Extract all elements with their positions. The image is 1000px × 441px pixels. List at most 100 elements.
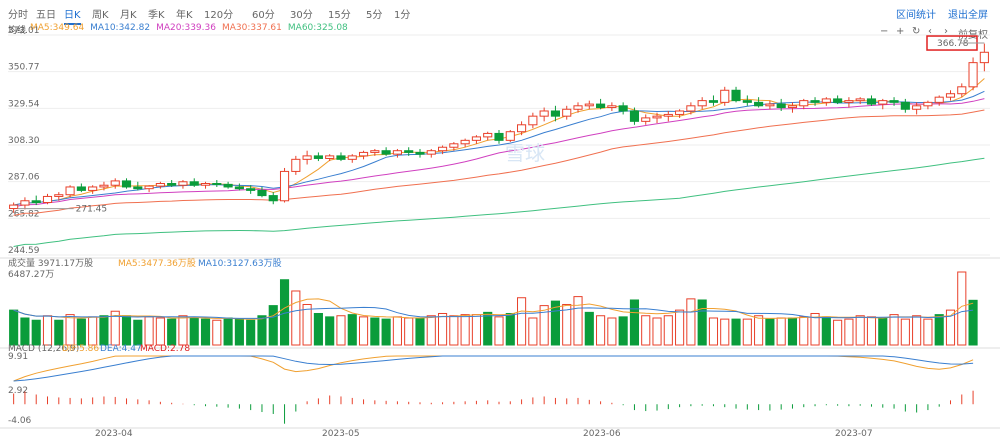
volume-bar (381, 318, 391, 346)
volume-bar (155, 317, 165, 346)
candle-body (65, 186, 75, 196)
candle-body (404, 150, 414, 153)
candle-body (257, 189, 267, 197)
volume-bar (65, 314, 75, 346)
volume-bar (584, 311, 594, 346)
volume-bar (900, 318, 910, 346)
ma-line-60 (13, 157, 985, 247)
candle-body (20, 200, 30, 206)
period-tab-11[interactable]: 5分 (366, 10, 383, 21)
period-tab-0[interactable]: 分时 (8, 10, 28, 21)
volume-bar (618, 316, 628, 346)
candle-body (539, 110, 549, 117)
candle-body (302, 155, 312, 160)
candle-body (246, 188, 256, 191)
price-tick-label: 265.82 (8, 209, 40, 219)
period-tab-3[interactable]: 周K (92, 10, 109, 21)
period-tab-12[interactable]: 1分 (394, 10, 411, 21)
volume-bar (517, 297, 527, 346)
volume-bar (528, 317, 538, 346)
candle-body (415, 151, 425, 155)
volume-bar (246, 319, 256, 346)
candle-body (517, 124, 527, 133)
volume-bar (42, 315, 53, 346)
candle-body (844, 100, 854, 103)
candle-body (934, 96, 944, 103)
volume-bar (392, 316, 402, 346)
candle-body (765, 103, 775, 107)
candle-body (900, 101, 910, 110)
period-tab-1[interactable]: 五日 (36, 10, 56, 21)
volume-bar (686, 298, 696, 346)
period-tab-5[interactable]: 季K (148, 10, 165, 21)
volume-bar (505, 312, 515, 346)
volume-bar (652, 317, 662, 346)
volume-bar (9, 309, 19, 346)
candle-body (88, 186, 98, 191)
watermark-text: 雪球 (505, 141, 545, 165)
period-tab-7[interactable]: 120分 (204, 10, 234, 21)
volume-bar (358, 316, 369, 346)
candle-body (742, 100, 752, 103)
candle-body (279, 170, 290, 202)
candle-body (799, 100, 809, 107)
period-tab-9[interactable]: 30分 (290, 10, 313, 21)
volume-bar (437, 312, 448, 346)
candle-body (110, 180, 120, 186)
volume-bar (957, 271, 967, 346)
candle-body (810, 100, 820, 103)
candle-body (189, 181, 199, 186)
candle-body (200, 183, 211, 186)
candle-body (641, 117, 651, 122)
candle-body (494, 132, 504, 141)
period-tab-8[interactable]: 60分 (252, 10, 275, 21)
macd-dea: DEA:4.47 (100, 344, 142, 354)
volume-bar (494, 316, 504, 346)
interval-stats-button[interactable]: 区间统计 (896, 10, 936, 21)
candle-body (912, 105, 922, 110)
volume-bar (945, 309, 956, 346)
candle-body (754, 101, 764, 107)
ma-legend-item-4: MA60:325.08 (287, 23, 348, 33)
volume-bar (54, 319, 64, 346)
candle-body (347, 155, 357, 160)
volume-bar (370, 317, 380, 346)
volume-bar (596, 315, 606, 346)
period-tab-4[interactable]: 月K (120, 10, 137, 21)
candle-body (313, 155, 323, 159)
volume-bar (607, 317, 617, 346)
low-marker-label: 271.45 (76, 205, 108, 215)
zoom-out-icon[interactable]: − (880, 26, 889, 37)
volume-bar (325, 316, 335, 346)
candle-body (223, 183, 233, 188)
candle-body (144, 185, 154, 190)
volume-bar (742, 318, 752, 346)
candle-body (686, 105, 696, 112)
period-tab-10[interactable]: 15分 (328, 10, 351, 21)
exit-fullscreen-button[interactable]: 退出全屏 (948, 10, 988, 21)
scroll-left-icon[interactable]: ‹ (928, 26, 932, 37)
zoom-in-icon[interactable]: + (896, 26, 905, 37)
candle-body (99, 184, 109, 188)
ma-line-30 (13, 109, 985, 216)
volume-bar (88, 316, 98, 346)
volume-bar (20, 317, 30, 346)
candle-body (460, 139, 470, 145)
volume-bar (460, 314, 470, 346)
volume-bar (404, 317, 414, 346)
price-tick-label: 372.01 (8, 26, 40, 36)
macd-dif: DIF:5.86 (62, 344, 99, 354)
volume-bar (799, 316, 809, 346)
volume-bar (268, 305, 278, 346)
scroll-right-icon[interactable]: › (944, 26, 948, 37)
reset-icon[interactable]: ↻ (912, 26, 921, 37)
x-tick-label: 2023-06 (583, 429, 621, 439)
candle-body (720, 89, 730, 103)
period-tab-6[interactable]: 年K (176, 10, 193, 21)
x-tick-label: 2023-04 (95, 429, 133, 439)
volume-bar (415, 317, 425, 346)
period-tab-2[interactable]: 日K (64, 6, 81, 25)
price-tick-label: 329.54 (8, 99, 40, 109)
volume-bar (720, 318, 730, 346)
